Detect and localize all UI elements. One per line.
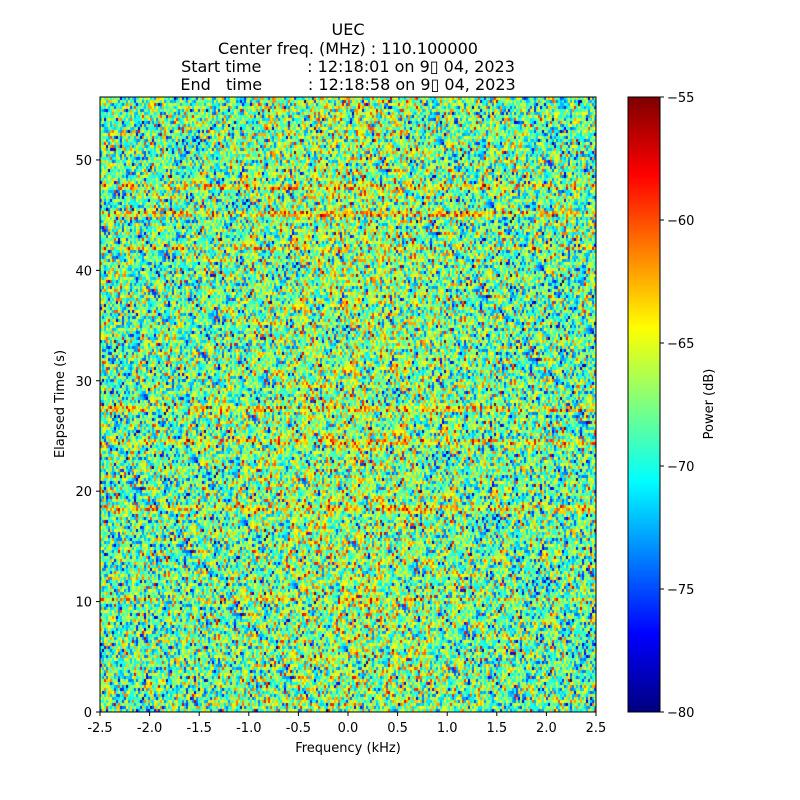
colorbar-tick-label: −75 [667, 583, 694, 598]
title-line-1: UEC [331, 20, 365, 39]
x-tick-label: 1.0 [437, 721, 458, 736]
y-axis-label: Elapsed Time (s) [53, 350, 68, 458]
y-tick-label: 40 [75, 264, 92, 279]
spectrogram-heatmap [100, 97, 596, 712]
colorbar-tick-label: −70 [667, 460, 694, 475]
title-line-3: Start time : 12:18:01 on 9▯ 04, 2023 [181, 57, 515, 76]
colorbar-tick-label: −65 [667, 337, 694, 352]
x-tick-label: -2.0 [137, 721, 162, 736]
title-line-4: End time : 12:18:58 on 9▯ 04, 2023 [180, 75, 516, 94]
x-tick-label: -2.5 [87, 721, 112, 736]
colorbar-tick-label: −80 [667, 706, 694, 721]
x-tick-label: 2.0 [536, 721, 557, 736]
title-line-2: Center freq. (MHz) : 110.100000 [218, 39, 478, 58]
y-tick-label: 10 [75, 596, 92, 611]
y-tick-label: 30 [75, 375, 92, 390]
colorbar-tick-label: −55 [667, 91, 694, 106]
x-tick-label: 0.0 [338, 721, 359, 736]
x-tick-label: -1.5 [187, 721, 212, 736]
plot-frame [99, 96, 597, 713]
x-tick-label: -0.5 [286, 721, 311, 736]
x-axis-label: Frequency (kHz) [295, 741, 401, 756]
y-tick-label: 20 [75, 485, 92, 500]
x-tick-label: 2.5 [586, 721, 607, 736]
y-tick-label: 50 [75, 154, 92, 169]
x-tick-label: -1.0 [236, 721, 261, 736]
colorbar-frame [627, 96, 661, 713]
x-tick-label: 1.5 [486, 721, 507, 736]
colorbar-label: Power (dB) [702, 369, 717, 440]
colorbar-tick-label: −60 [667, 214, 694, 229]
y-tick-label: 0 [84, 706, 92, 721]
x-tick-label: 0.5 [387, 721, 408, 736]
colorbar-gradient [628, 97, 660, 712]
